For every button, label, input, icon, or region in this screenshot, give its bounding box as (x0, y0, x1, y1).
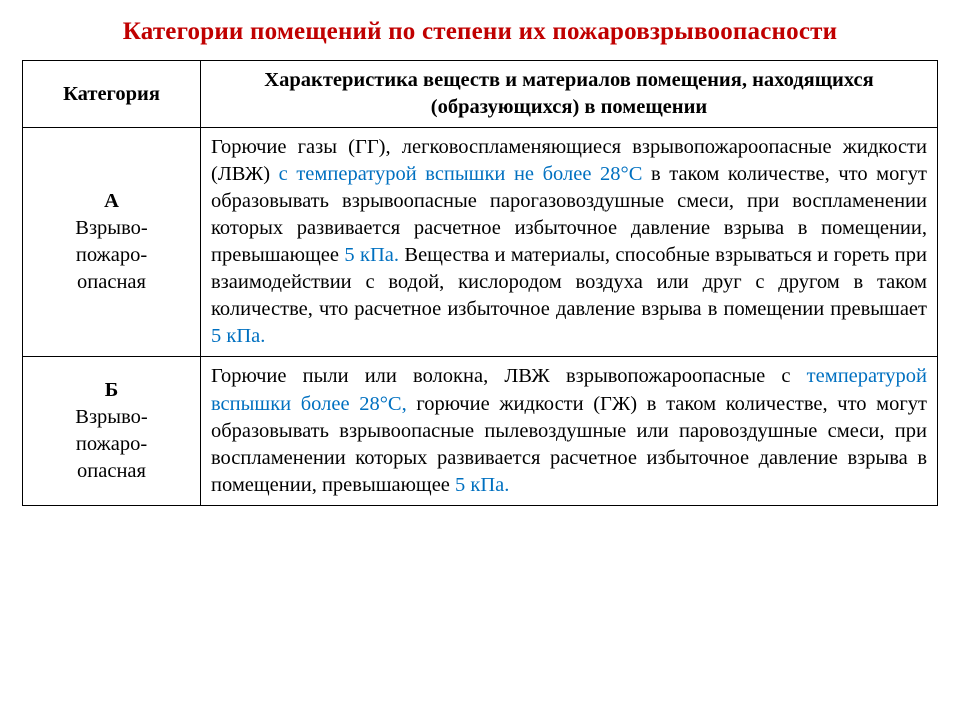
category-subtitle-line: Взрыво- (33, 215, 190, 242)
description-text: Горючие пыли или волокна, ЛВЖ взрывопожа… (211, 365, 807, 387)
categories-table: Категория Характеристика веществ и матер… (22, 60, 938, 506)
category-cell: АВзрыво-пожаро-опасная (23, 128, 201, 357)
highlighted-text: с температурой вспышки не более 28°С (279, 163, 643, 185)
header-category: Категория (23, 61, 201, 128)
table-header-row: Категория Характеристика веществ и матер… (23, 61, 938, 128)
page-title: Категории помещений по степени их пожаро… (22, 18, 938, 46)
category-subtitle-line: опасная (33, 458, 190, 485)
table-row: БВзрыво-пожаро-опасная Горючие пыли или в… (23, 357, 938, 505)
category-letter: А (33, 188, 190, 215)
category-cell: БВзрыво-пожаро-опасная (23, 357, 201, 505)
category-subtitle-line: Взрыво- (33, 404, 190, 431)
category-subtitle-line: опасная (33, 269, 190, 296)
category-subtitle-line: пожаро- (33, 431, 190, 458)
category-subtitle-line: пожаро- (33, 242, 190, 269)
highlighted-text: 5 кПа. (211, 325, 265, 347)
description-cell: Горючие газы (ГГ), легковоспламеняющиеся… (201, 128, 938, 357)
table-body: АВзрыво-пожаро-опаснаяГорючие газы (ГГ),… (23, 128, 938, 506)
header-description: Характеристика веществ и материалов поме… (201, 61, 938, 128)
table-row: АВзрыво-пожаро-опаснаяГорючие газы (ГГ),… (23, 128, 938, 357)
category-letter: Б (33, 377, 190, 404)
highlighted-text: 5 кПа. (344, 244, 399, 266)
description-cell: Горючие пыли или волокна, ЛВЖ взрывопожа… (201, 357, 938, 505)
highlighted-text: 5 кПа. (455, 474, 509, 496)
